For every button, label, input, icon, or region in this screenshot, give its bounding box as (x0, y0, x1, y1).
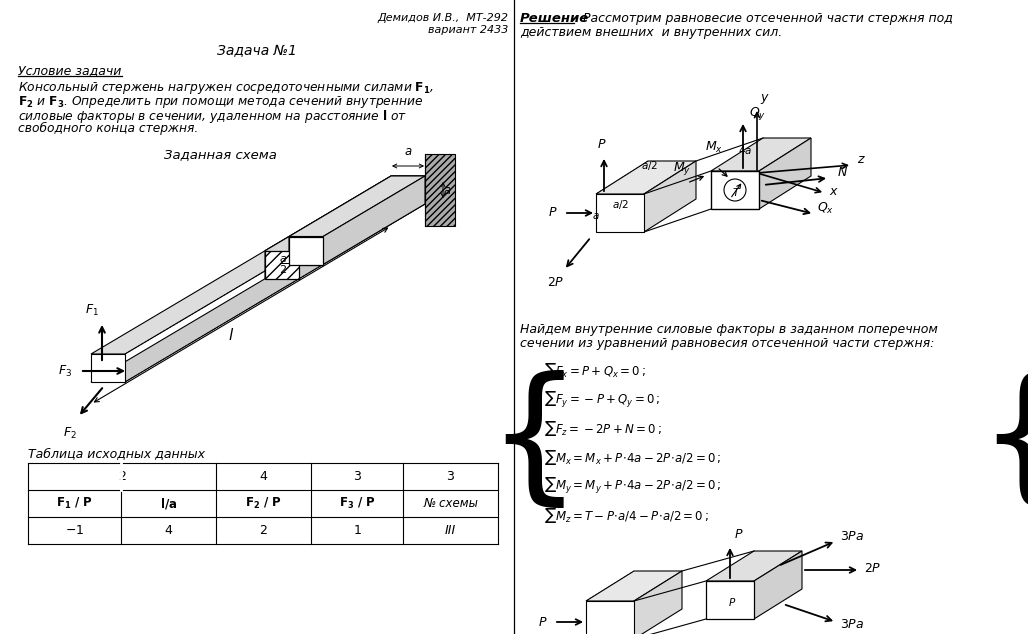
Text: $\sum F_y = -P + Q_y = 0\,;$: $\sum F_y = -P + Q_y = 0\,;$ (544, 389, 660, 410)
Text: $\sum M_y = M_y + P\!\cdot\!4a - 2P\!\cdot\!a/2 = 0\,;$: $\sum M_y = M_y + P\!\cdot\!4a - 2P\!\cd… (544, 477, 722, 496)
Text: $\boldsymbol{F_1}$: $\boldsymbol{F_1}$ (85, 303, 99, 318)
Text: $a/2$: $a/2$ (612, 198, 629, 211)
Polygon shape (289, 176, 425, 236)
Text: Консольный стержень нагружен сосредоточенными силами $\mathbf{F_1}$,: Консольный стержень нагружен сосредоточе… (19, 80, 434, 96)
Text: $T$: $T$ (733, 186, 741, 198)
Text: Демидов И.В.,  МТ-292: Демидов И.В., МТ-292 (377, 13, 508, 23)
Polygon shape (754, 551, 802, 619)
Text: Условие задачи: Условие задачи (19, 64, 121, 77)
Text: $2P$: $2P$ (547, 276, 564, 289)
Text: $2P$: $2P$ (864, 562, 881, 574)
Text: $P$: $P$ (539, 616, 548, 628)
Text: $\mathbf{F_3~/~P}$: $\mathbf{F_3~/~P}$ (339, 496, 375, 511)
Text: $2$: $2$ (259, 524, 268, 537)
Polygon shape (644, 161, 696, 232)
Text: Таблица исходных данных: Таблица исходных данных (28, 447, 205, 460)
Text: $a$: $a$ (443, 183, 451, 197)
Text: $P$: $P$ (549, 207, 558, 219)
Text: 3: 3 (446, 470, 454, 483)
Text: $a$: $a$ (404, 145, 412, 158)
Text: Найдем внутренние силовые факторы в заданном поперечном: Найдем внутренние силовые факторы в зада… (520, 323, 938, 336)
Text: $4a$: $4a$ (737, 144, 751, 156)
Polygon shape (586, 571, 682, 601)
Polygon shape (265, 251, 299, 279)
Text: № схемы: № схемы (424, 497, 478, 510)
Text: $\sum M_z = T - P\!\cdot\!a/4 - P\!\cdot\!a/2 = 0\,;$: $\sum M_z = T - P\!\cdot\!a/4 - P\!\cdot… (544, 506, 709, 525)
Text: $Q_x$: $Q_x$ (817, 201, 834, 216)
Text: 2: 2 (118, 470, 126, 483)
Text: $\sum M_x = M_x + P\!\cdot\!4a - 2P\!\cdot\!a/2 = 0\,;$: $\sum M_x = M_x + P\!\cdot\!4a - 2P\!\cd… (544, 448, 722, 467)
Polygon shape (391, 176, 425, 204)
Text: Заданная схема: Заданная схема (163, 148, 277, 161)
Text: $Q_y$: $Q_y$ (749, 105, 766, 122)
Polygon shape (265, 236, 323, 251)
Text: $z$: $z$ (857, 153, 866, 166)
Text: $-1$: $-1$ (65, 524, 84, 537)
Polygon shape (706, 551, 802, 581)
Text: $\dfrac{a}{2}$: $\dfrac{a}{2}$ (280, 255, 289, 276)
Text: $y$: $y$ (760, 92, 770, 106)
Text: . Рассмотрим равновесие отсеченной части стержня под: . Рассмотрим равновесие отсеченной части… (575, 12, 953, 25)
Text: $P$: $P$ (597, 138, 607, 151)
Text: $P$: $P$ (728, 596, 736, 608)
Text: $a/2$: $a/2$ (641, 160, 658, 172)
Text: свободного конца стержня.: свободного конца стержня. (19, 122, 198, 135)
Text: $\mathbf{F_2}$ и $\mathbf{F_3}$. Определить при помощи метода сечений внутренние: $\mathbf{F_2}$ и $\mathbf{F_3}$. Определ… (19, 94, 424, 110)
Text: действием внешних  и внутренних сил.: действием внешних и внутренних сил. (520, 26, 782, 39)
Text: {: { (978, 370, 1028, 515)
Text: $3Pa$: $3Pa$ (840, 531, 865, 543)
Text: $l$: $l$ (228, 327, 234, 343)
Text: $\boldsymbol{F_3}$: $\boldsymbol{F_3}$ (58, 363, 72, 378)
Polygon shape (289, 176, 425, 236)
Polygon shape (634, 571, 682, 634)
Polygon shape (323, 176, 425, 264)
Polygon shape (711, 171, 759, 209)
Text: $M_x$: $M_x$ (705, 140, 723, 155)
Polygon shape (759, 138, 811, 209)
Text: $\mathbf{l/a}$: $\mathbf{l/a}$ (159, 496, 177, 511)
Polygon shape (706, 581, 754, 619)
Text: $\sum F_z = -2P + N = 0\,;$: $\sum F_z = -2P + N = 0\,;$ (544, 419, 662, 438)
Polygon shape (289, 236, 323, 264)
Polygon shape (596, 161, 696, 194)
Text: 4: 4 (259, 470, 267, 483)
Polygon shape (91, 176, 425, 354)
Polygon shape (425, 154, 455, 226)
Text: III: III (445, 524, 456, 537)
Text: {: { (486, 370, 582, 515)
Polygon shape (265, 236, 289, 279)
Text: $N$: $N$ (837, 166, 848, 179)
Text: $a$: $a$ (592, 211, 599, 221)
Text: $1$: $1$ (353, 524, 362, 537)
Text: $4$: $4$ (163, 524, 173, 537)
Text: силовые факторы в сечении, удаленном на расстояние $\mathbf{l}$ от: силовые факторы в сечении, удаленном на … (19, 108, 407, 125)
Text: $M_y$: $M_y$ (673, 160, 691, 177)
Text: $\boldsymbol{F_2}$: $\boldsymbol{F_2}$ (63, 426, 77, 441)
Text: Задача №1: Задача №1 (217, 44, 297, 58)
Polygon shape (711, 138, 811, 171)
Text: вариант 2433: вариант 2433 (428, 25, 508, 35)
Text: $3Pa$: $3Pa$ (840, 618, 865, 630)
Text: $\mathbf{F_1~/~P}$: $\mathbf{F_1~/~P}$ (57, 496, 93, 511)
Polygon shape (91, 354, 125, 382)
Text: Решение: Решение (520, 12, 589, 25)
Text: 3: 3 (353, 470, 361, 483)
Text: $x$: $x$ (829, 185, 839, 198)
Text: $\sum F_x = P + Q_x = 0\,;$: $\sum F_x = P + Q_x = 0\,;$ (544, 361, 646, 380)
Text: $\mathbf{F_2~/~P}$: $\mathbf{F_2~/~P}$ (246, 496, 282, 511)
Polygon shape (91, 204, 425, 382)
Text: сечении из уравнений равновесия отсеченной части стержня:: сечении из уравнений равновесия отсеченн… (520, 337, 934, 350)
Polygon shape (289, 236, 323, 264)
Polygon shape (586, 601, 634, 634)
Polygon shape (596, 194, 644, 232)
Text: $P$: $P$ (734, 528, 743, 541)
